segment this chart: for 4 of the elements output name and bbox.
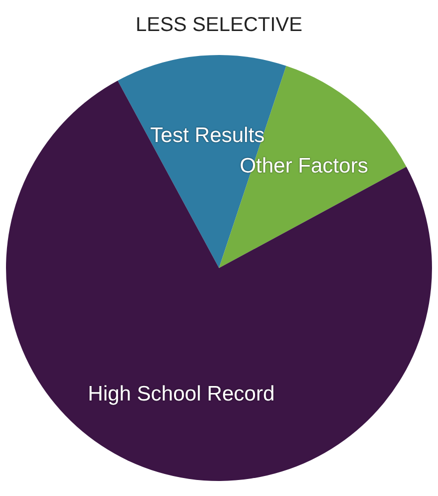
slice-label: Test Results [150, 124, 265, 148]
slice-label: Other Factors [240, 154, 368, 178]
slice-label: High School Record [88, 382, 275, 406]
chart-title: LESS SELECTIVE [134, 14, 304, 37]
